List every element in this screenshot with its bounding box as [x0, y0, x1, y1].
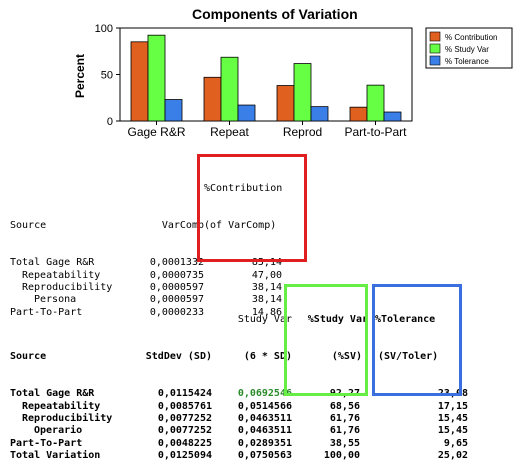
- legend-entry: % Contribution: [445, 33, 497, 42]
- row-stddev: 0,0077252: [157, 413, 212, 424]
- study-var-highlight-box: [284, 284, 368, 396]
- row-source: Total Gage R&R: [10, 388, 95, 400]
- plot-area: 0 50 100 Gage R&R Repeat Reprod Part-to-Part: [95, 23, 413, 139]
- table-row: Total Gage R&R 0,0001332 85,14: [10, 257, 320, 269]
- legend-entry: % Tolerance: [445, 57, 489, 66]
- legend-swatch: [429, 31, 441, 42]
- x-tick-label: Reprod: [283, 125, 322, 139]
- row-varcomp: 0,0000597: [149, 294, 204, 306]
- row-tolerance: 25,02: [437, 450, 468, 462]
- pctsv-header-line1: %Study Var: [307, 313, 368, 325]
- row-varcomp: 0,0001332: [149, 257, 204, 269]
- row-pct-studyvar: 100,00: [323, 450, 360, 462]
- table-row: Reproducibility 0,0077252 0,0463511 61,76 15…: [10, 413, 515, 425]
- row-varcomp: 0,0000597: [149, 282, 204, 293]
- bar-tolerance-3: [383, 111, 402, 122]
- legend-swatch: [429, 55, 441, 66]
- row-studyvar: 0,0514566: [237, 400, 292, 412]
- legend: % Contribution % Study Var % Tolerance: [425, 27, 513, 69]
- contrib-header-line2: (of VarComp): [204, 220, 277, 232]
- varcomp-header: VarComp: [161, 220, 204, 232]
- row-tolerance: 15,45: [437, 425, 468, 437]
- table-row: Part-To-Part 0,0000233 14,86: [10, 307, 320, 319]
- row-contribution: 38,14: [251, 282, 282, 293]
- row-varcomp: 0,0000233: [149, 306, 204, 318]
- varcomp-table: %Contribution Source VarComp (of VarComp…: [10, 158, 320, 332]
- y-tick-label: 0: [107, 116, 113, 128]
- table-row: Repeatability 0,0000735 47,00: [10, 270, 320, 282]
- pctsv-header-line2: (%SV): [331, 351, 362, 363]
- bar-tolerance-1: [237, 104, 256, 122]
- bar-studyvar-0: [147, 34, 166, 122]
- contrib-header-line1: %Contribution: [204, 182, 283, 194]
- y-tick-label: 100: [95, 23, 113, 35]
- source-header: Source: [10, 220, 47, 232]
- stddev-header: StdDev (SD): [145, 351, 212, 363]
- row-stddev: 0,0077252: [157, 425, 212, 437]
- row-source: Persona: [34, 294, 77, 306]
- table-row: Total Variation 0,0125094 0,0750563 100,00 2…: [10, 450, 515, 462]
- studyvar-header-line1: Study Var: [237, 313, 292, 325]
- row-source: Total Variation: [10, 450, 101, 462]
- bar-chart: 0 50 100 Gage R&R Repeat Reprod Part-to-Part P…: [73, 23, 513, 139]
- tolerance-highlight-box: [372, 284, 462, 396]
- row-studyvar: 0,0463511: [237, 413, 292, 424]
- row-contribution: 14,86: [251, 306, 282, 318]
- y-axis-label: Percent: [73, 54, 87, 98]
- row-stddev: 0,0085761: [157, 400, 212, 412]
- row-source: Part-To-Part: [10, 437, 83, 449]
- table-row: Part-To-Part 0,0048225 0,0289351 38,55 9,65: [10, 438, 515, 450]
- bar-contribution-3: [349, 106, 368, 122]
- y-tick-label: 50: [101, 70, 113, 82]
- row-tolerance: 15,45: [437, 413, 468, 424]
- row-pct-studyvar: 68,56: [329, 400, 360, 412]
- row-source: Reproducibility: [22, 282, 113, 293]
- row-varcomp: 0,0000735: [149, 269, 204, 281]
- row-studyvar: 0,0463511: [237, 425, 292, 437]
- row-stddev: 0,0048225: [157, 437, 212, 449]
- row-stddev: 0,0115424: [157, 388, 212, 400]
- table-row: Persona 0,0000597 38,14: [10, 294, 320, 306]
- row-studyvar: 0,0750563: [237, 450, 292, 462]
- bar-tolerance-2: [310, 106, 329, 122]
- row-contribution: 85,14: [251, 257, 282, 269]
- contribution-highlight-box: [197, 154, 307, 262]
- row-source: Reproducibility: [22, 413, 113, 424]
- row-source: Repeatability: [22, 400, 101, 412]
- row-source: Repeatability: [22, 269, 101, 281]
- row-tolerance: 9,65: [443, 437, 468, 449]
- row-contribution: 38,14: [251, 294, 282, 306]
- row-stddev: 0,0125094: [157, 450, 212, 462]
- bar-contribution-1: [203, 76, 222, 122]
- bar-contribution-2: [276, 85, 295, 122]
- legend-swatch: [429, 43, 441, 54]
- bar-studyvar-1: [220, 56, 239, 122]
- row-source: Part-To-Part: [10, 306, 83, 318]
- x-tick-label: Gage R&R: [127, 125, 185, 139]
- table-row: Reproducibility 0,0000597 38,14: [10, 282, 320, 294]
- tol-header-line1: %Tolerance: [375, 313, 436, 325]
- row-source: Operario: [34, 425, 83, 437]
- table-row: Operario 0,0077252 0,0463511 61,76 15,45: [10, 425, 515, 437]
- row-studyvar: 0,0289351: [237, 437, 292, 449]
- row-pct-studyvar: 61,76: [329, 413, 360, 424]
- row-pct-studyvar: 38,55: [329, 437, 360, 449]
- row-source: Total Gage R&R: [10, 257, 95, 269]
- bar-tolerance-0: [164, 99, 183, 122]
- bar-studyvar-2: [293, 63, 312, 122]
- bar-contribution-0: [130, 41, 149, 122]
- tol-header-line2: (SV/Toler): [378, 351, 439, 363]
- legend-frame: [425, 27, 513, 69]
- row-pct-studyvar: 61,76: [329, 425, 360, 437]
- studyvar-header-line2: (6 * SD): [243, 351, 292, 363]
- row-contribution: 47,00: [251, 269, 282, 281]
- legend-entry: % Study Var: [445, 45, 489, 54]
- x-tick-label: Repeat: [210, 125, 249, 139]
- table-row: Repeatability 0,0085761 0,0514566 68,56 17,1…: [10, 401, 515, 413]
- row-studyvar: 0,0692546: [237, 388, 292, 400]
- x-tick-label: Part-to-Part: [344, 125, 407, 139]
- source-header-2: Source: [10, 351, 47, 363]
- row-tolerance: 17,15: [437, 400, 468, 412]
- bar-studyvar-3: [366, 84, 385, 122]
